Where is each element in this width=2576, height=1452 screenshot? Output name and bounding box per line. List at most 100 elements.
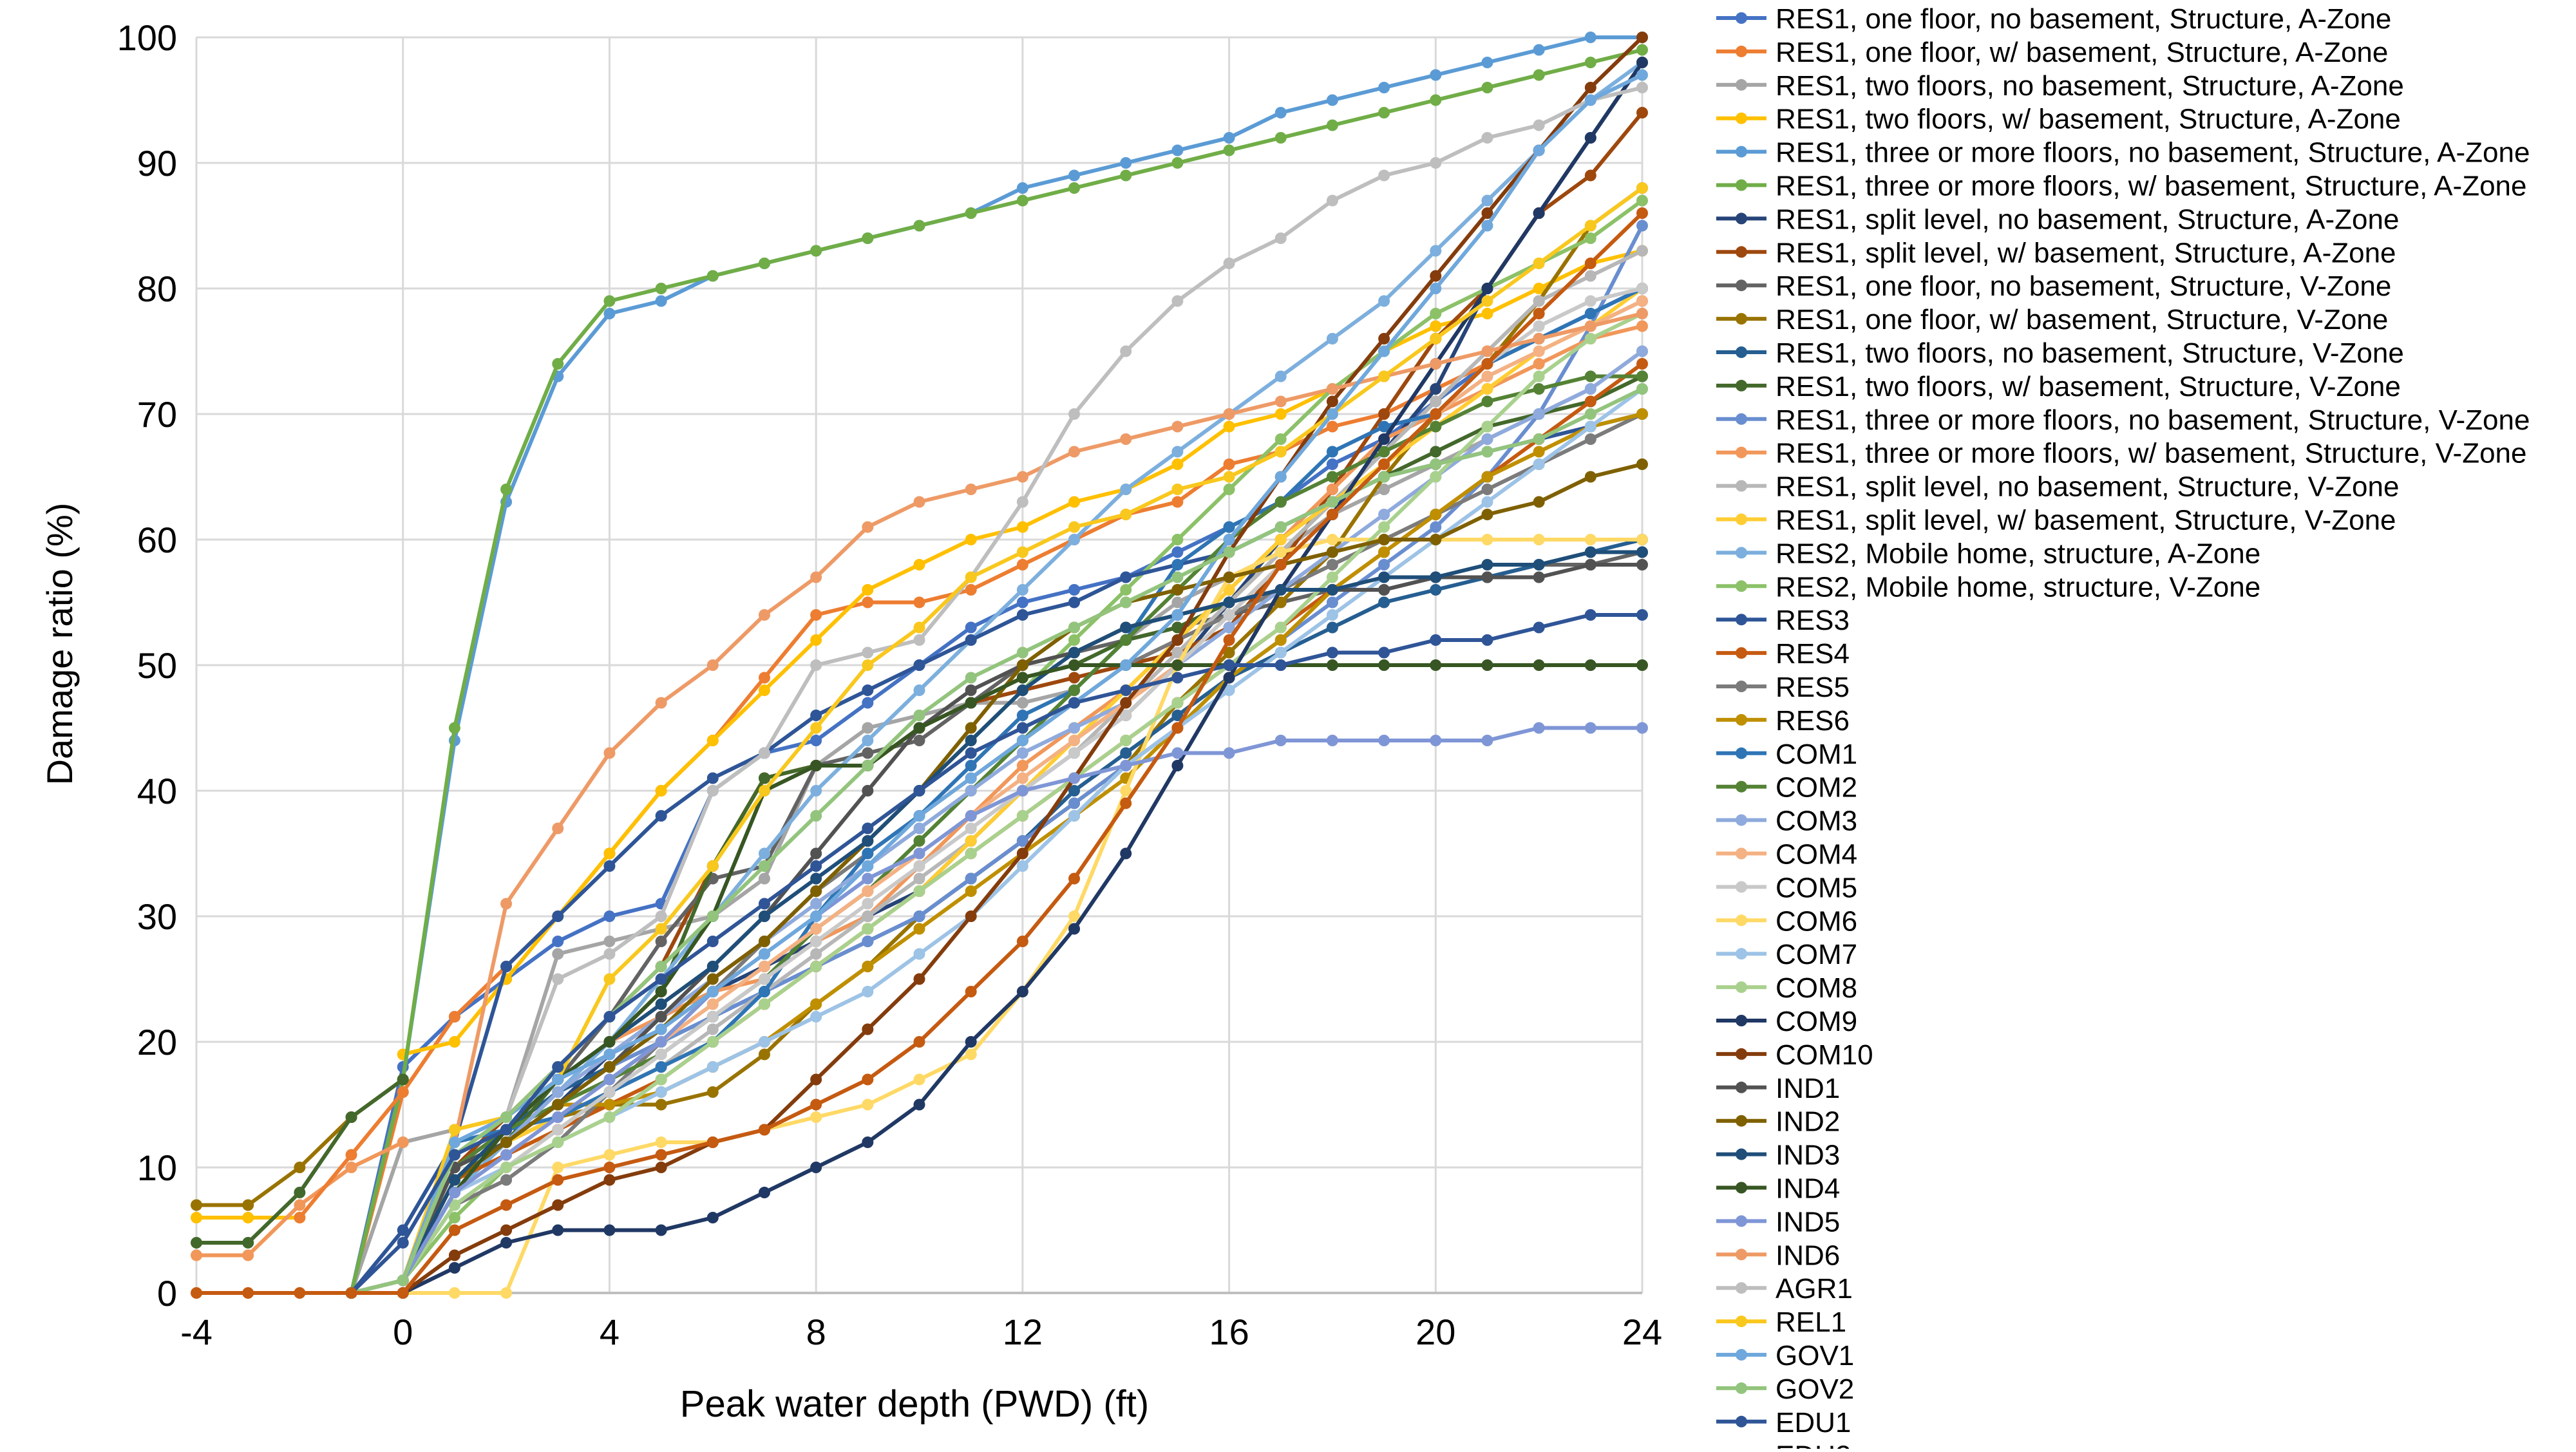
legend-item: RES1, one floor, no basement, Structure,… <box>1716 3 2391 35</box>
data-point <box>1378 82 1390 93</box>
data-point <box>1481 496 1493 508</box>
data-point <box>552 948 564 960</box>
data-point <box>603 860 616 872</box>
data-point <box>1636 370 1648 382</box>
data-point <box>1378 534 1390 545</box>
data-point <box>965 684 977 696</box>
data-point <box>913 621 925 634</box>
data-point <box>1068 634 1081 646</box>
data-point <box>965 1048 977 1061</box>
legend-item: IND4 <box>1716 1173 1840 1205</box>
legend-swatch-marker <box>1736 346 1747 358</box>
data-point <box>1378 484 1390 495</box>
legend-swatch-marker <box>1736 212 1747 225</box>
data-point <box>1430 308 1442 319</box>
data-point <box>1636 308 1648 319</box>
data-point <box>1171 496 1184 508</box>
data-point <box>965 872 977 885</box>
data-point <box>913 1036 925 1048</box>
series-line <box>350 412 1643 1295</box>
legend-swatch-marker <box>1736 279 1747 292</box>
data-point <box>1016 584 1028 596</box>
data-point <box>1430 333 1442 344</box>
legend-swatch-marker <box>1736 1315 1747 1328</box>
legend-label: IND5 <box>1776 1206 1840 1238</box>
x-tick-label: 12 <box>1003 1312 1043 1352</box>
series-35 <box>345 659 1648 1299</box>
data-point <box>448 1249 460 1261</box>
series-line <box>349 48 1643 1294</box>
series-line <box>350 412 1643 1295</box>
data-point <box>552 1224 564 1236</box>
data-point <box>1584 534 1596 545</box>
data-point <box>1378 659 1390 671</box>
data-point <box>810 847 822 860</box>
data-point <box>810 659 822 671</box>
data-point <box>1584 370 1596 382</box>
data-point <box>1223 621 1235 634</box>
data-point <box>1326 458 1338 470</box>
data-point <box>397 1136 409 1148</box>
legend-item: REL1 <box>1716 1306 1846 1338</box>
legend-item: RES2, Mobile home, structure, A-Zone <box>1716 538 2260 569</box>
data-point <box>500 1237 513 1249</box>
data-point <box>1378 408 1390 420</box>
data-point <box>1274 659 1287 671</box>
legend-item: RES1, three or more floors, w/ basement,… <box>1716 438 2527 469</box>
data-point <box>913 559 925 570</box>
data-point <box>1171 420 1184 433</box>
data-point <box>1274 496 1287 508</box>
data-point <box>1326 408 1338 420</box>
data-point <box>1636 722 1648 734</box>
data-point <box>1533 345 1545 357</box>
data-point <box>1378 295 1390 307</box>
data-point <box>603 1073 616 1086</box>
data-point <box>1274 370 1287 382</box>
data-point <box>242 1237 254 1249</box>
data-point <box>810 722 822 734</box>
data-point <box>1378 596 1390 608</box>
data-point <box>706 1036 719 1048</box>
data-point <box>1636 57 1648 68</box>
data-point <box>500 1199 513 1211</box>
data-point <box>1223 408 1235 420</box>
data-point <box>862 735 874 746</box>
data-point <box>1326 496 1338 508</box>
data-point <box>603 948 616 960</box>
data-point <box>1068 910 1081 922</box>
data-point <box>1481 370 1493 382</box>
data-point <box>552 358 564 370</box>
data-point <box>810 1098 822 1111</box>
legend-label: RES1, two floors, no basement, Structure… <box>1776 70 2404 102</box>
data-point <box>1120 157 1132 169</box>
y-tick-label: 80 <box>137 269 177 309</box>
data-point <box>862 885 874 897</box>
data-point <box>810 1162 822 1173</box>
data-point <box>1016 847 1028 860</box>
data-point <box>500 898 513 910</box>
data-point <box>552 1086 564 1098</box>
data-point <box>862 646 874 659</box>
data-point <box>1533 119 1545 131</box>
legend-label: COM5 <box>1776 872 1857 903</box>
data-point <box>655 810 667 822</box>
data-point <box>706 1086 719 1098</box>
data-point <box>1274 433 1287 445</box>
legend-item: IND6 <box>1716 1240 1840 1271</box>
data-point <box>1430 320 1442 332</box>
data-point <box>552 1174 564 1186</box>
data-point <box>1068 772 1081 784</box>
legend-label: IND1 <box>1776 1073 1840 1104</box>
data-point <box>1274 132 1287 144</box>
legend-label: RES1, three or more floors, no basement,… <box>1776 404 2530 436</box>
data-point <box>1274 232 1287 244</box>
legend-item: IND3 <box>1716 1140 1840 1171</box>
data-point <box>1533 383 1545 395</box>
data-point <box>1120 596 1132 608</box>
data-point <box>810 961 822 972</box>
data-point <box>810 910 822 922</box>
data-point <box>1120 169 1132 182</box>
data-point <box>913 785 925 797</box>
series-line <box>350 462 1643 1295</box>
data-point <box>1636 659 1648 671</box>
